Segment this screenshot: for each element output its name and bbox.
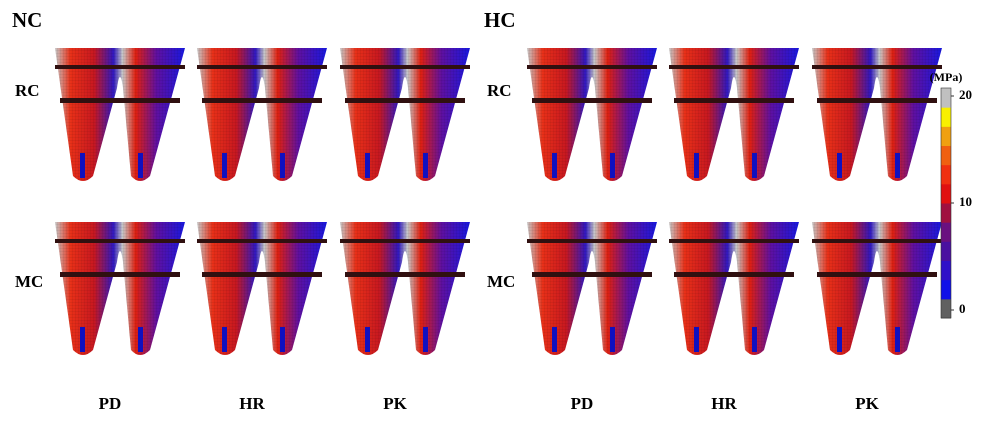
color-segment: [941, 203, 951, 223]
panel-title: NC: [12, 8, 42, 32]
color-segment: [941, 164, 951, 185]
row-label: RC: [487, 81, 512, 100]
color-segment: [941, 222, 951, 242]
row-label: RC: [15, 81, 40, 100]
color-segment: [941, 279, 951, 300]
colorbar-unit: (MPa): [930, 70, 963, 84]
stress-map: [812, 48, 942, 181]
color-segment: [941, 107, 951, 127]
colorbar-tick-label: 10: [959, 194, 972, 209]
stress-map: [527, 222, 657, 355]
color-segment: [941, 260, 951, 281]
color-segment: [941, 298, 951, 319]
stress-map: [669, 48, 799, 181]
row-label: MC: [15, 272, 43, 291]
stress-map: [55, 222, 185, 355]
stress-map: [340, 48, 470, 181]
column-label: HR: [711, 394, 737, 413]
column-label: PK: [383, 394, 407, 413]
column-label: PD: [99, 394, 122, 413]
stress-map: [527, 48, 657, 181]
stress-map: [55, 48, 185, 181]
column-label: PK: [855, 394, 879, 413]
color-segment: [941, 145, 951, 166]
color-segment: [941, 88, 951, 108]
colorbar-tick-label: 20: [959, 87, 972, 102]
color-segment: [941, 183, 951, 204]
color-segment: [941, 241, 951, 261]
column-label: HR: [239, 394, 265, 413]
panel-title: HC: [484, 8, 516, 32]
column-label: PD: [571, 394, 594, 413]
stress-map: [197, 222, 327, 355]
stress-map: [669, 222, 799, 355]
stress-map: [340, 222, 470, 355]
stress-map: [197, 48, 327, 181]
stress-map: [812, 222, 942, 355]
color-segment: [941, 126, 951, 146]
row-label: MC: [487, 272, 515, 291]
colorbar-tick-label: 0: [959, 301, 966, 316]
